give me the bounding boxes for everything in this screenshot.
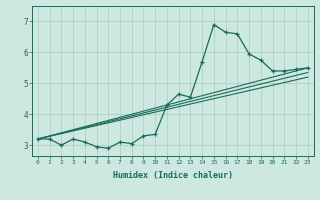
X-axis label: Humidex (Indice chaleur): Humidex (Indice chaleur)	[113, 171, 233, 180]
